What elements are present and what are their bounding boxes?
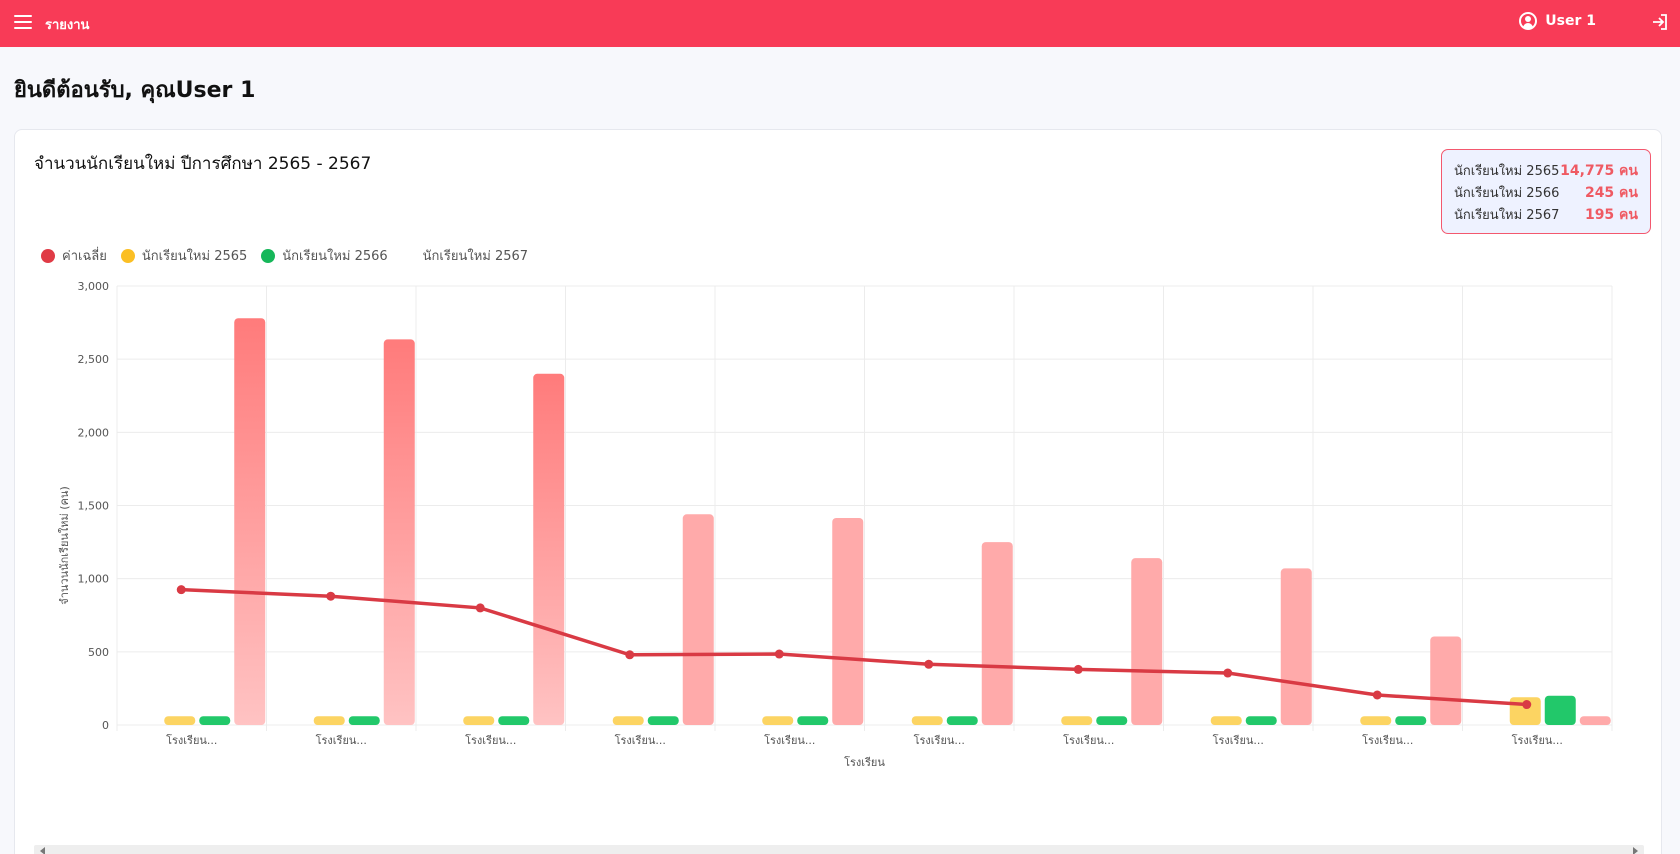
- bar-2565: [911, 716, 943, 725]
- x-tick-label: โรงเรียน...: [316, 733, 367, 747]
- average-point: [1372, 690, 1382, 700]
- average-point: [625, 650, 635, 660]
- welcome-heading: ยินดีต้อนรับ, คุณUser 1: [14, 78, 256, 103]
- average-point: [176, 585, 186, 595]
- x-tick-label: โรงเรียน...: [465, 733, 516, 747]
- summary-label: นักเรียนใหม่ 2565: [1454, 164, 1560, 179]
- summary-label: นักเรียนใหม่ 2567: [1454, 208, 1560, 223]
- bar-2565: [612, 716, 644, 725]
- y-tick-label: 3,000: [78, 280, 110, 293]
- top-navbar: รายงาน User 1: [0, 0, 1680, 47]
- bar-2565: [1061, 716, 1093, 725]
- logout-icon[interactable]: [1650, 12, 1670, 32]
- horizontal-scrollbar[interactable]: [34, 845, 1644, 854]
- average-point: [924, 659, 934, 669]
- chart-area: 0 500 1,000 1,500 2,000 2,500 3,000 โรงเรียน...…: [15, 280, 1663, 800]
- x-tick-label: โรงเรียน...: [1362, 733, 1413, 747]
- x-axis-title: โรงเรียน: [844, 755, 885, 769]
- user-circle-icon: [1519, 12, 1538, 30]
- user-name: User 1: [1545, 13, 1596, 29]
- x-tick-label: โรงเรียน...: [914, 733, 965, 747]
- legend-label: ค่าเฉลี่ย: [62, 249, 107, 264]
- legend-label: นักเรียนใหม่ 2566: [282, 249, 388, 264]
- x-tick-label: โรงเรียน...: [1512, 733, 1563, 747]
- average-line: [181, 587, 1527, 707]
- y-tick-label: 500: [88, 646, 109, 659]
- y-tick-label: 0: [102, 719, 109, 732]
- bar-2566: [498, 716, 530, 725]
- y-tick-label: 2,000: [78, 426, 110, 439]
- y-tick-label: 1,500: [78, 500, 110, 513]
- bar-2567: [1579, 716, 1611, 725]
- legend-item-2567[interactable]: นักเรียนใหม่ 2567: [402, 245, 528, 266]
- chart-legend: ค่าเฉลี่ย นักเรียนใหม่ 2565 นักเรียนใหม่…: [41, 245, 542, 266]
- y-tick-label: 2,500: [78, 353, 110, 366]
- summary-value: 245 คน: [1584, 185, 1638, 201]
- x-tick-label: โรงเรียน...: [166, 733, 217, 747]
- legend-dot-2566: [261, 248, 276, 263]
- legend-dot-average: [41, 248, 55, 263]
- legend-item-2565[interactable]: นักเรียนใหม่ 2565: [120, 245, 248, 266]
- bar-2566: [797, 716, 829, 725]
- average-point: [1223, 668, 1233, 678]
- legend-item-average[interactable]: ค่าเฉลี่ย: [41, 245, 107, 266]
- user-menu[interactable]: User 1: [1519, 12, 1596, 30]
- bar-2567: [981, 542, 1013, 725]
- x-tick-label: โรงเรียน...: [615, 733, 666, 747]
- legend-label: นักเรียนใหม่ 2567: [422, 249, 529, 264]
- summary-value: 195 คน: [1584, 207, 1638, 223]
- bar-2566: [1395, 716, 1427, 725]
- bar-2566: [647, 716, 679, 725]
- x-tick-label: โรงเรียน...: [1063, 733, 1114, 747]
- bar-2565: [762, 716, 794, 725]
- bar-2566: [1245, 716, 1277, 725]
- legend-dot-2565: [120, 248, 135, 263]
- summary-value: 14,775 คน: [1560, 163, 1638, 179]
- bar-2567: [1280, 568, 1312, 725]
- bar-2567: [533, 373, 565, 725]
- bar-2566: [946, 716, 978, 725]
- bar-2566: [348, 716, 380, 725]
- bar-2567: [383, 339, 415, 725]
- summary-box: นักเรียนใหม่ 2565 14,775 คน นักเรียนใหม่…: [1441, 149, 1651, 234]
- bar-2567: [234, 318, 266, 725]
- y-axis-title: จำนวนนักเรียนใหม่ (คน): [58, 486, 71, 604]
- x-tick-label: โรงเรียน...: [1213, 733, 1264, 747]
- summary-row-2565: นักเรียนใหม่ 2565 14,775 คน: [1454, 160, 1638, 182]
- average-point: [1073, 664, 1083, 674]
- legend-item-2566[interactable]: นักเรียนใหม่ 2566: [261, 245, 388, 266]
- average-point: [1522, 700, 1532, 710]
- scroll-left-icon[interactable]: [40, 847, 45, 854]
- summary-row-2566: นักเรียนใหม่ 2566 245 คน: [1454, 182, 1638, 204]
- bar-2565: [463, 716, 495, 725]
- bar-line-chart: 0 500 1,000 1,500 2,000 2,500 3,000 โรงเรียน...…: [58, 280, 1613, 769]
- bar-2566: [199, 716, 231, 725]
- bar-2565: [313, 716, 345, 725]
- app-title: รายงาน: [45, 18, 90, 33]
- y-tick-label: 1,000: [78, 573, 110, 586]
- bar-2567: [682, 514, 714, 725]
- summary-label: นักเรียนใหม่ 2566: [1454, 186, 1560, 201]
- bar-2565: [164, 716, 196, 725]
- average-point: [475, 603, 485, 613]
- bar-2566: [1096, 716, 1128, 725]
- average-point: [326, 591, 336, 601]
- bar-2565: [1210, 716, 1242, 725]
- bar-2567: [1430, 636, 1462, 725]
- bar-2566: [1544, 695, 1576, 725]
- scroll-right-icon[interactable]: [1633, 847, 1638, 854]
- legend-label: นักเรียนใหม่ 2565: [141, 249, 248, 264]
- bar-2567: [1131, 558, 1163, 725]
- hamburger-menu-icon[interactable]: [14, 15, 32, 29]
- x-tick-label: โรงเรียน...: [764, 733, 815, 747]
- average-point: [774, 649, 784, 659]
- chart-title: จำนวนนักเรียนใหม่ ปีการศึกษา 2565 - 2567: [34, 154, 372, 174]
- summary-row-2567: นักเรียนใหม่ 2567 195 คน: [1454, 204, 1638, 226]
- bar-2565: [1360, 716, 1392, 725]
- legend-dot-2567: [402, 249, 416, 263]
- new-students-chart-card: จำนวนนักเรียนใหม่ ปีการศึกษา 2565 - 2567…: [14, 129, 1662, 854]
- bar-2567: [832, 517, 864, 725]
